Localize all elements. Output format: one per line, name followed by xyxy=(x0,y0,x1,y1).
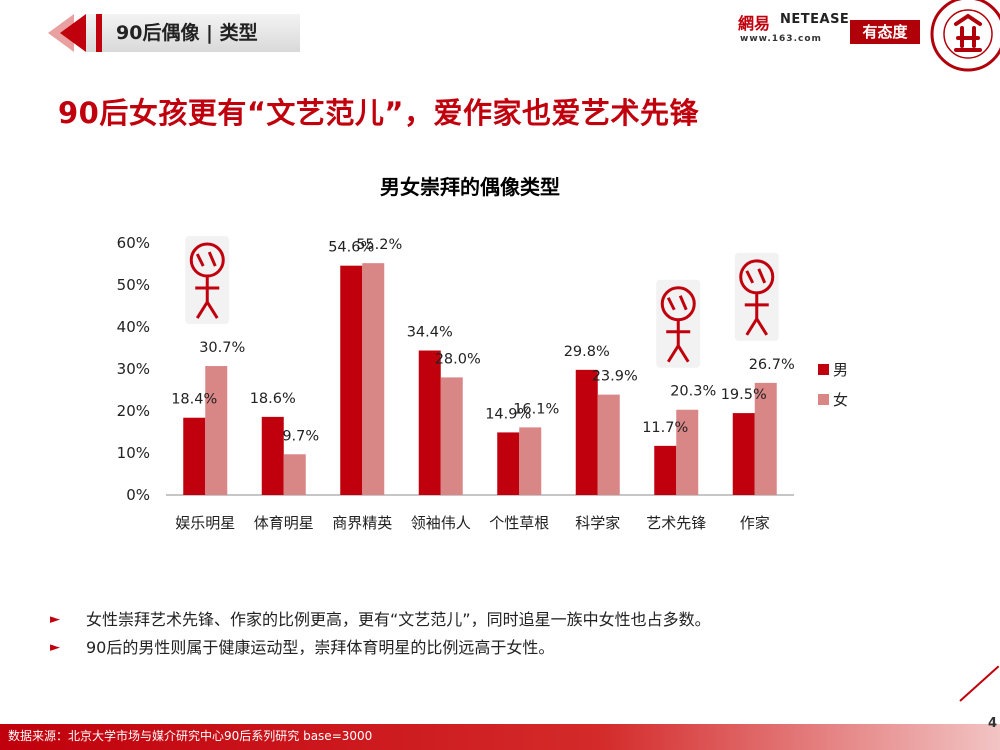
x-tick-label: 科学家 xyxy=(575,514,620,532)
data-label-male: 29.8% xyxy=(564,344,610,360)
y-tick-label: 10% xyxy=(117,444,150,462)
x-tick-label: 作家 xyxy=(740,514,770,532)
data-label-male: 18.4% xyxy=(171,392,217,408)
page-number: 4 xyxy=(988,716,998,731)
netease-logo: 網易 NETEASE www.163.com xyxy=(738,10,850,48)
header-band xyxy=(86,14,300,52)
bullet-item: ► 90后的男性则属于健康运动型，崇拜体育明星的比例远高于女性。 xyxy=(50,634,950,662)
x-tick-label: 娱乐明星 xyxy=(175,514,235,532)
x-tick-label: 商界精英 xyxy=(332,514,392,532)
chart-bars xyxy=(183,263,777,495)
y-tick-label: 50% xyxy=(117,276,150,294)
bar-female xyxy=(676,409,699,495)
bullet-arrow-icon: ► xyxy=(50,612,60,627)
chart-title: 男女崇拜的偶像类型 xyxy=(380,175,560,199)
data-label-male: 11.7% xyxy=(642,420,688,436)
data-source: 数据来源：北京大学市场与媒介研究中心90后系列研究 base=3000 xyxy=(8,729,373,743)
icon-face xyxy=(666,295,688,311)
x-tick-label: 体育明星 xyxy=(254,514,314,532)
data-label-male: 14.9% xyxy=(485,406,531,422)
x-tick-label: 领袖伟人 xyxy=(411,514,471,532)
bar-male xyxy=(340,265,363,495)
data-label-female: 28.0% xyxy=(435,351,481,367)
bar-chart: 男女崇拜的偶像类型 0% 10% 20% 30% 40% 50% 60% 娱乐明星 体育明星 商界… xyxy=(117,175,848,532)
netease-logo-url: www.163.com xyxy=(740,34,822,44)
pku-seal-logo xyxy=(930,0,1000,72)
icon-face xyxy=(195,251,217,267)
bar-female xyxy=(440,377,463,495)
footer-corner xyxy=(962,690,1000,724)
icon-body xyxy=(195,276,220,319)
y-tick-label: 30% xyxy=(117,360,150,378)
highlight-icons xyxy=(185,236,779,368)
y-tick-label: 40% xyxy=(117,318,150,336)
female-figure-icon xyxy=(656,279,701,368)
legend-swatch xyxy=(818,394,829,405)
data-label-female: 55.2% xyxy=(356,237,402,253)
bar-male xyxy=(654,445,677,495)
data-label-male: 34.4% xyxy=(407,325,453,341)
bullet-text: 女性崇拜艺术先锋、作家的比例更高，更有“文艺范儿”，同时追星一族中女性也占多数。 xyxy=(86,610,711,629)
footer-bar: 数据来源：北京大学市场与媒介研究中心90后系列研究 base=3000 xyxy=(0,724,1000,750)
data-label-female: 26.7% xyxy=(749,357,795,373)
data-label-male: 18.6% xyxy=(250,391,296,407)
icon-face xyxy=(745,268,767,284)
bullet-item: ► 女性崇拜艺术先锋、作家的比例更高，更有“文艺范儿”，同时追星一族中女性也占多… xyxy=(50,606,950,634)
x-tick-label: 个性草根 xyxy=(489,514,549,532)
data-label-female: 20.3% xyxy=(670,384,716,400)
legend-label: 男 xyxy=(833,361,848,379)
chart-axes: 0% 10% 20% 30% 40% 50% 60% 娱乐明星 体育明星 商界精英 领袖伟人 个性草根… xyxy=(117,234,794,532)
bullet-list: ► 女性崇拜艺术先锋、作家的比例更高，更有“文艺范儿”，同时追星一族中女性也占多… xyxy=(50,606,950,662)
x-tick-label: 艺术先锋 xyxy=(646,514,706,532)
bar-male xyxy=(497,432,520,495)
chart-data-labels: 18.4% 30.7% 18.6% 9.7% 54.6%55.2% 34.4% 28.0% 1… xyxy=(171,237,795,444)
bar-male xyxy=(575,369,598,495)
legend-label: 女 xyxy=(833,391,848,409)
bar-female xyxy=(754,382,777,495)
y-tick-label: 60% xyxy=(117,234,150,252)
female-figure-icon xyxy=(185,236,230,325)
data-label-female: 30.7% xyxy=(199,340,245,356)
data-label-female: 16.1% xyxy=(513,401,559,417)
section-label: 90后偶像 | 类型 xyxy=(116,22,258,44)
icon-body xyxy=(744,292,769,336)
header: 90后偶像 | 类型 網易 NETEASE www.163.com 有态度 xyxy=(0,0,1000,72)
bar-male xyxy=(418,350,441,495)
bar-male xyxy=(183,417,206,495)
bullet-text: 90后的男性则属于健康运动型，崇拜体育明星的比例远高于女性。 xyxy=(86,638,555,657)
data-label-female: 23.9% xyxy=(592,369,638,385)
header-band-edge xyxy=(96,14,102,52)
y-tick-label: 0% xyxy=(126,486,150,504)
data-label-male: 54.6% xyxy=(328,240,374,256)
bar-female xyxy=(283,454,306,495)
chart-legend: 男女 xyxy=(818,361,848,409)
legend-swatch xyxy=(818,364,829,375)
youtaidu-logo: 有态度 xyxy=(850,20,920,44)
header-arrow-dark xyxy=(60,14,86,52)
female-figure-icon xyxy=(734,252,779,341)
y-tick-label: 20% xyxy=(117,402,150,420)
bar-female xyxy=(519,427,542,495)
bar-male xyxy=(732,413,755,495)
data-label-male: 19.5% xyxy=(721,387,767,403)
netease-logo-cn: 網易 xyxy=(738,14,771,33)
bullet-arrow-icon: ► xyxy=(50,640,60,655)
netease-logo-en: NETEASE xyxy=(780,12,850,27)
data-label-female: 9.7% xyxy=(282,428,319,444)
bar-male xyxy=(261,416,284,495)
icon-body xyxy=(666,319,691,363)
bar-female xyxy=(362,263,385,495)
bar-female xyxy=(205,366,228,495)
bar-female xyxy=(597,394,620,495)
headline: 90后女孩更有“文艺范儿”，爱作家也爱艺术先锋 xyxy=(58,96,699,130)
